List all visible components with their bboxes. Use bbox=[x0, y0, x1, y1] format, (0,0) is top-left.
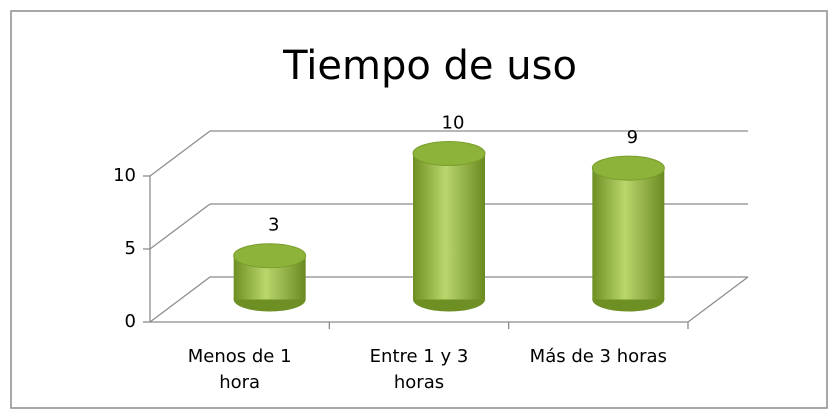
x-tick-label: Menos de 1 hora bbox=[187, 346, 292, 393]
bar-top bbox=[233, 243, 307, 269]
y-tick-label: 0 bbox=[125, 311, 136, 332]
x-tick-label: Más de 3 horas bbox=[529, 346, 667, 367]
y-tick-label: 10 bbox=[113, 165, 136, 186]
grid-line bbox=[149, 130, 211, 177]
data-label: 10 bbox=[442, 113, 465, 134]
grid-line bbox=[149, 276, 211, 323]
y-tick-label: 5 bbox=[125, 238, 136, 259]
data-label: 9 bbox=[627, 127, 638, 148]
chart-title: Tiempo de uso bbox=[282, 43, 577, 89]
bar bbox=[592, 168, 665, 300]
bar-top bbox=[412, 141, 486, 166]
bar-top bbox=[591, 155, 665, 181]
grid-line bbox=[149, 203, 211, 250]
data-label: 3 bbox=[268, 215, 279, 236]
floor-right bbox=[687, 276, 749, 323]
bar bbox=[413, 153, 485, 300]
x-tick-label: Entre 1 y 3 horas bbox=[369, 346, 469, 393]
